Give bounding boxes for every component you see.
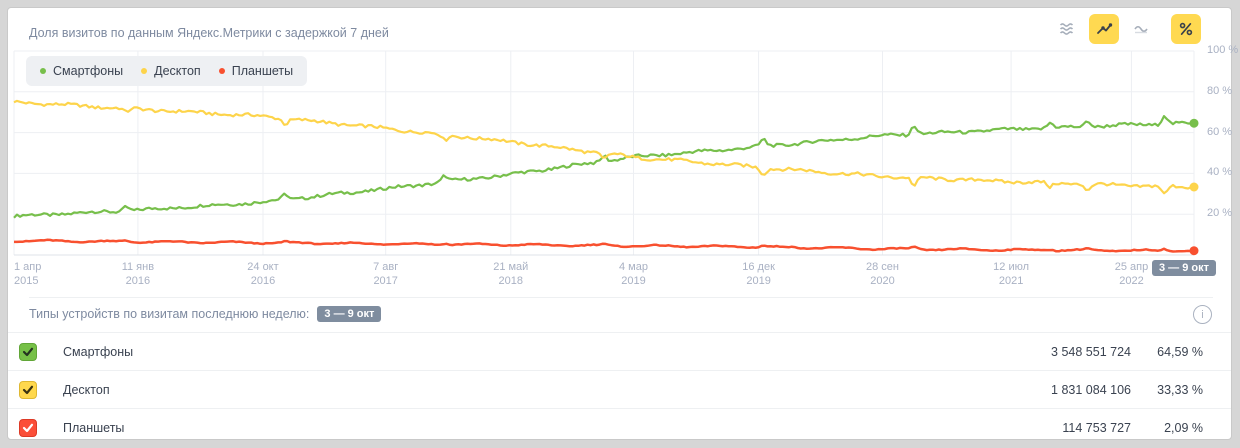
percent-mode-button[interactable] bbox=[1171, 14, 1201, 44]
series-endpoint-Десктоп bbox=[1189, 182, 1199, 192]
y-axis-tick: 60 % bbox=[1207, 125, 1233, 138]
percent-icon bbox=[1179, 22, 1193, 36]
y-axis-tick: 20 % bbox=[1207, 207, 1233, 220]
y-axis-tick: 100 % bbox=[1207, 44, 1239, 56]
device-label: Планшеты bbox=[63, 420, 125, 435]
device-checkbox-Планшеты[interactable] bbox=[19, 418, 37, 437]
x-axis-tick: 4 мар 2019 bbox=[619, 261, 648, 287]
metrica-widget-card: Доля визитов по данным Яндекс.Метрики с … bbox=[7, 7, 1238, 440]
x-axis-tick: 25 апр 2022 bbox=[1114, 261, 1149, 287]
stacked-chart-button[interactable] bbox=[1052, 14, 1082, 44]
legend-label: Планшеты bbox=[231, 64, 294, 78]
device-label: Десктоп bbox=[63, 382, 110, 397]
line-chart-icon bbox=[1097, 23, 1113, 34]
x-axis-tick: 11 янв 2016 bbox=[121, 261, 155, 287]
table-row-Смартфоны: Смартфоны 3 548 551 724 64,59 % bbox=[8, 332, 1231, 370]
device-share-value: 2,09 % bbox=[1164, 420, 1203, 435]
x-axis-tick: 28 сен 2020 bbox=[865, 261, 899, 287]
legend-label: Десктоп bbox=[154, 64, 201, 78]
check-icon bbox=[22, 347, 34, 356]
summary-range-badge: 3 — 9 окт bbox=[317, 306, 382, 322]
legend-dot bbox=[40, 68, 46, 74]
check-icon bbox=[22, 385, 34, 394]
device-visits-value: 114 753 727 bbox=[1062, 420, 1131, 435]
legend-item-Планшеты[interactable]: Планшеты bbox=[218, 64, 294, 78]
legend-item-Десктоп[interactable]: Десктоп bbox=[141, 64, 201, 78]
check-icon bbox=[22, 423, 34, 432]
x-axis-tick: 21 май 2018 bbox=[493, 261, 529, 287]
info-icon[interactable]: i bbox=[1193, 305, 1212, 324]
legend-item-Смартфоны[interactable]: Смартфоны bbox=[40, 64, 123, 78]
table-row-Планшеты: Планшеты 114 753 727 2,09 % bbox=[8, 408, 1231, 446]
y-axis-labels: 100 % 80 % 60 % 40 % 20 % bbox=[1207, 44, 1240, 255]
series-endpoint-Смартфоны bbox=[1189, 118, 1199, 128]
smooth-chart-icon bbox=[1134, 25, 1148, 34]
y-axis-tick: 80 % bbox=[1207, 84, 1233, 97]
series-endpoint-Планшеты bbox=[1189, 246, 1199, 256]
legend-dot bbox=[218, 68, 225, 74]
x-axis-tick: 7 авг 2017 bbox=[373, 261, 399, 287]
smooth-chart-button[interactable] bbox=[1126, 14, 1156, 44]
line-chart-button[interactable] bbox=[1089, 14, 1119, 44]
series-line-Смартфоны bbox=[13, 115, 1195, 219]
chart-legend: Смартфоны Десктоп Планшеты bbox=[26, 56, 308, 86]
summary-heading: Типы устройств по визитам последнюю неде… bbox=[29, 307, 310, 321]
summary-section-header: Типы устройств по визитам последнюю неде… bbox=[29, 306, 382, 322]
x-axis-tick: 12 июл 2021 bbox=[993, 261, 1030, 287]
x-axis-tick: 24 окт 2016 bbox=[247, 261, 279, 287]
device-visits-value: 1 831 084 106 bbox=[1051, 382, 1131, 397]
device-checkbox-Смартфоны[interactable] bbox=[19, 342, 37, 361]
series-line-Десктоп bbox=[13, 99, 1195, 195]
device-visits-value: 3 548 551 724 bbox=[1051, 344, 1131, 359]
chart-toolbar bbox=[1052, 14, 1201, 44]
device-label: Смартфоны bbox=[63, 344, 134, 359]
x-axis-labels: 3 — 9 окт 1 апр 2015 11 янв 2016 24 окт 2016 7… bbox=[14, 260, 1216, 290]
legend-label: Смартфоны bbox=[53, 64, 124, 78]
x-axis-tick: 1 апр 2015 bbox=[14, 261, 42, 287]
series-line-Планшеты bbox=[14, 238, 1195, 253]
device-checkbox-Десктоп[interactable] bbox=[19, 380, 37, 399]
legend-dot bbox=[141, 68, 148, 74]
chart-title: Доля визитов по данным Яндекс.Метрики с … bbox=[29, 26, 389, 40]
y-axis-tick: 40 % bbox=[1207, 166, 1233, 179]
device-summary-table: Смартфоны 3 548 551 724 64,59 % Десктоп 1 83… bbox=[8, 332, 1231, 446]
device-share-value: 33,33 % bbox=[1157, 382, 1203, 397]
chart-plot-area[interactable] bbox=[13, 50, 1199, 256]
section-divider bbox=[29, 297, 1213, 298]
table-row-Десктоп: Десктоп 1 831 084 106 33,33 % bbox=[8, 370, 1231, 408]
x-axis-tick: 16 дек 2019 bbox=[742, 261, 775, 287]
x-axis-range-badge: 3 — 9 окт bbox=[1151, 260, 1216, 276]
stacked-chart-icon bbox=[1059, 23, 1074, 35]
device-share-value: 64,59 % bbox=[1157, 344, 1203, 359]
